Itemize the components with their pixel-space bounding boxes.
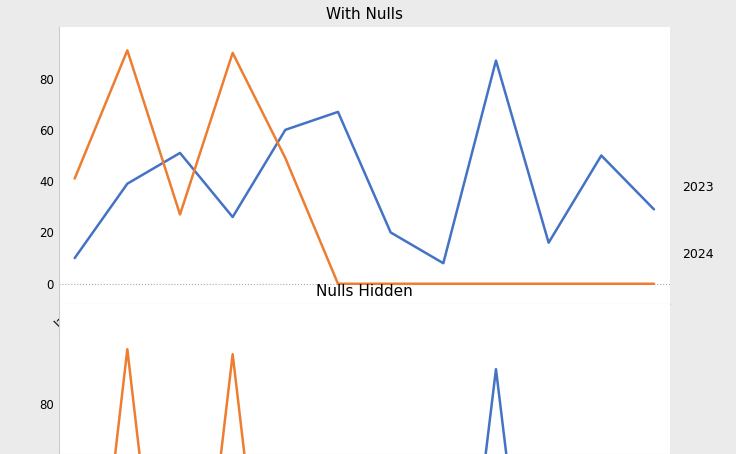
Title: Nulls Hidden: Nulls Hidden bbox=[316, 284, 413, 299]
Text: 2023: 2023 bbox=[682, 182, 714, 194]
Title: With Nulls: With Nulls bbox=[326, 7, 403, 22]
Text: 2024: 2024 bbox=[682, 248, 714, 261]
